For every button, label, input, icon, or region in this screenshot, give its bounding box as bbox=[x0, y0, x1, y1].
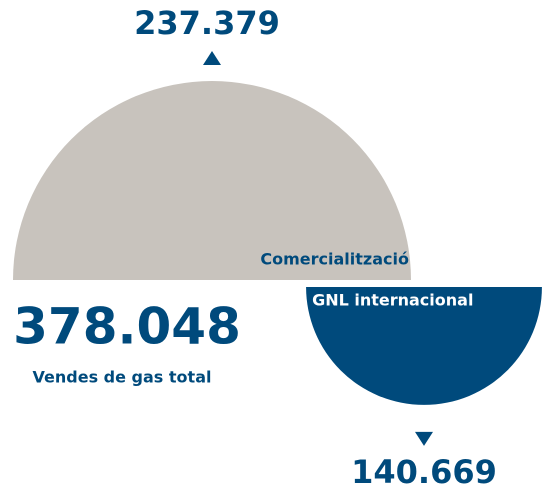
semicircle bbox=[13, 81, 411, 280]
value-label: 237.379 bbox=[134, 4, 280, 42]
category-label: GNL internacional bbox=[312, 291, 473, 310]
value-label: 140.669 bbox=[351, 453, 497, 489]
semicircle bbox=[306, 287, 542, 405]
total-value: 378.048 bbox=[13, 298, 241, 356]
arrow-up bbox=[203, 51, 221, 65]
arrow-down bbox=[415, 431, 433, 446]
total-name: Vendes de gas total bbox=[33, 368, 212, 387]
category-label: Comercialització bbox=[260, 250, 409, 269]
